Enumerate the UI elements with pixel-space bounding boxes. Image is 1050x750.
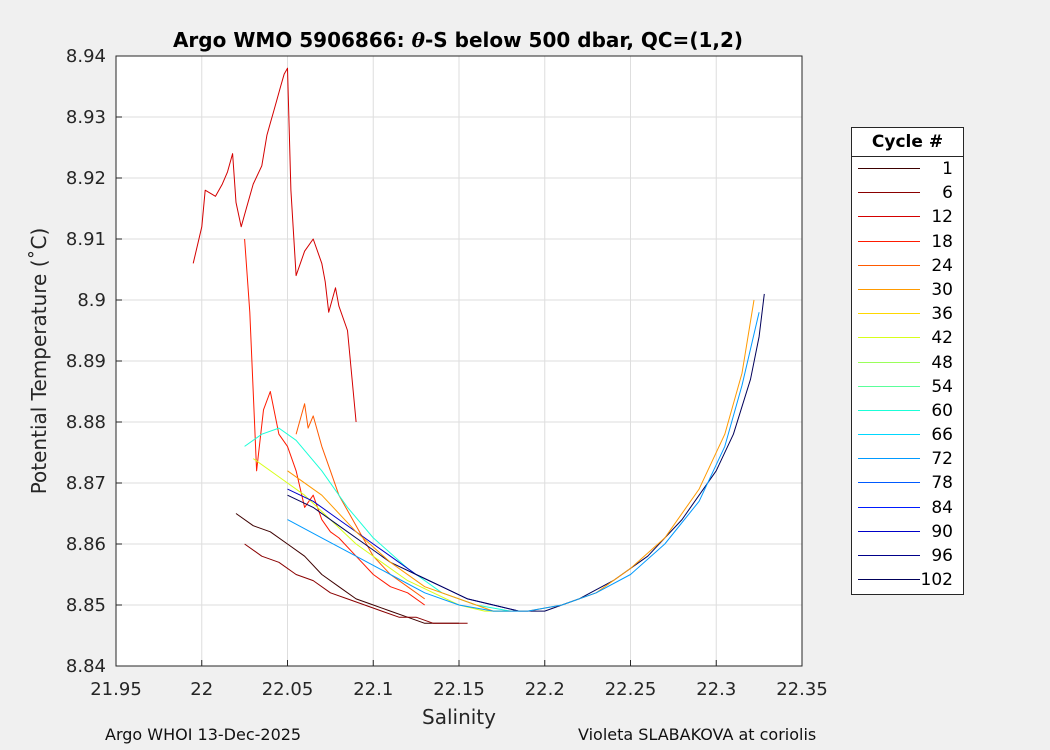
legend-label: 42	[931, 328, 953, 349]
legend-label: 60	[931, 400, 953, 421]
legend-items: 1 6 12 18 24 30 36 42 48 54 60 66 72 78 84 90 96 102	[852, 157, 963, 592]
y-tick-label: 8.84	[66, 656, 106, 677]
y-tick-label: 8.92	[66, 168, 106, 189]
series-line-cycle-42	[252, 458, 511, 612]
legend-label: 102	[920, 570, 953, 591]
legend-label: 18	[931, 231, 953, 252]
legend-swatch	[858, 168, 920, 169]
legend-item-cycle-96: 96	[852, 544, 963, 568]
chart-title: Argo WMO 5906866: θ-S below 500 dbar, QC…	[173, 28, 743, 52]
legend-swatch	[858, 434, 920, 436]
x-tick-label: 22.25	[605, 679, 657, 700]
x-tick-label: 22.05	[262, 679, 314, 700]
legend-item-cycle-54: 54	[852, 375, 963, 399]
x-tick-label: 22.15	[433, 679, 485, 700]
y-tick-label: 8.87	[66, 473, 106, 494]
series-line-cycle-12	[192, 67, 357, 423]
legend-label: 48	[931, 352, 953, 373]
legend-swatch	[858, 337, 920, 339]
y-tick-label: 8.93	[66, 107, 106, 128]
y-tick-label: 8.94	[66, 46, 106, 67]
legend-label: 1	[942, 159, 953, 179]
legend-item-cycle-24: 24	[852, 254, 963, 278]
legend-swatch	[858, 530, 920, 532]
legend-swatch	[858, 288, 920, 290]
legend-label: 72	[931, 449, 953, 470]
x-tick-label: 22.35	[776, 679, 828, 700]
series-line-cycle-18	[244, 238, 425, 606]
legend-label: 36	[931, 304, 953, 325]
legend-label: 24	[931, 255, 953, 276]
legend-label: 54	[931, 376, 953, 397]
x-tick-label: 22	[190, 679, 213, 700]
legend-swatch	[858, 579, 920, 581]
y-tick-label: 8.88	[66, 412, 106, 433]
legend-item-cycle-6: 6	[852, 181, 963, 205]
y-tick-label: 8.91	[66, 229, 106, 250]
footer-left: Argo WHOI 13-Dec-2025	[105, 725, 302, 744]
legend-item-cycle-12: 12	[852, 205, 963, 229]
y-axis-label: Potential Temperature (˚C)	[27, 228, 51, 495]
y-tick-label: 8.9	[77, 290, 106, 311]
legend-label: 90	[931, 521, 953, 542]
x-axis-label: Salinity	[422, 705, 496, 729]
legend-item-cycle-78: 78	[852, 471, 963, 495]
footer-right: Violeta SLABAKOVA at coriolis	[578, 725, 817, 744]
legend-swatch	[858, 264, 920, 266]
legend-swatch	[858, 361, 920, 363]
legend-item-cycle-1: 1	[852, 157, 963, 181]
x-tick-label: 22.1	[353, 679, 393, 700]
legend-label: 12	[931, 207, 953, 228]
tick-labels: 21.95 22 22.05 22.1 22.15 22.2 22.25 22.3 22.35 8…	[66, 46, 828, 700]
legend-swatch	[858, 458, 920, 460]
y-tick-label: 8.85	[66, 595, 106, 616]
legend-label: 30	[931, 279, 953, 300]
legend-item-cycle-30: 30	[852, 278, 963, 302]
x-tick-label: 22.2	[525, 679, 565, 700]
y-tick-label: 8.89	[66, 351, 106, 372]
x-tick-label: 22.3	[696, 679, 736, 700]
legend-item-cycle-36: 36	[852, 302, 963, 326]
legend: Cycle # 1 6 12 18 24 30 36 42 48 54 60 66 72 78 84 90 96…	[851, 127, 964, 595]
y-tick-label: 8.86	[66, 534, 106, 555]
legend-label: 84	[931, 497, 953, 518]
legend-item-cycle-42: 42	[852, 326, 963, 350]
legend-item-cycle-18: 18	[852, 230, 963, 254]
legend-item-cycle-72: 72	[852, 447, 963, 471]
series-layer	[192, 67, 765, 624]
legend-swatch	[858, 482, 920, 484]
legend-title: Cycle #	[852, 128, 963, 157]
legend-swatch	[858, 313, 920, 315]
legend-label: 6	[942, 183, 953, 204]
series-line-cycle-6	[244, 543, 468, 624]
legend-swatch	[858, 506, 920, 508]
legend-swatch	[858, 385, 920, 387]
legend-swatch	[858, 216, 920, 218]
legend-item-cycle-102: 102	[852, 568, 963, 592]
x-tick-label: 21.95	[90, 679, 142, 700]
series-line-cycle-102	[287, 293, 765, 612]
legend-label: 96	[931, 546, 953, 566]
series-line-cycle-1	[235, 513, 459, 624]
legend-item-cycle-90: 90	[852, 520, 963, 544]
legend-item-cycle-84: 84	[852, 496, 963, 520]
legend-item-cycle-66: 66	[852, 423, 963, 447]
legend-swatch	[858, 555, 920, 556]
legend-swatch	[858, 409, 920, 411]
legend-label: 66	[931, 425, 953, 446]
series-line-cycle-72	[287, 312, 760, 612]
legend-swatch	[858, 192, 920, 194]
legend-label: 78	[931, 473, 953, 494]
legend-item-cycle-48: 48	[852, 351, 963, 375]
legend-swatch	[858, 240, 920, 242]
legend-item-cycle-60: 60	[852, 399, 963, 423]
